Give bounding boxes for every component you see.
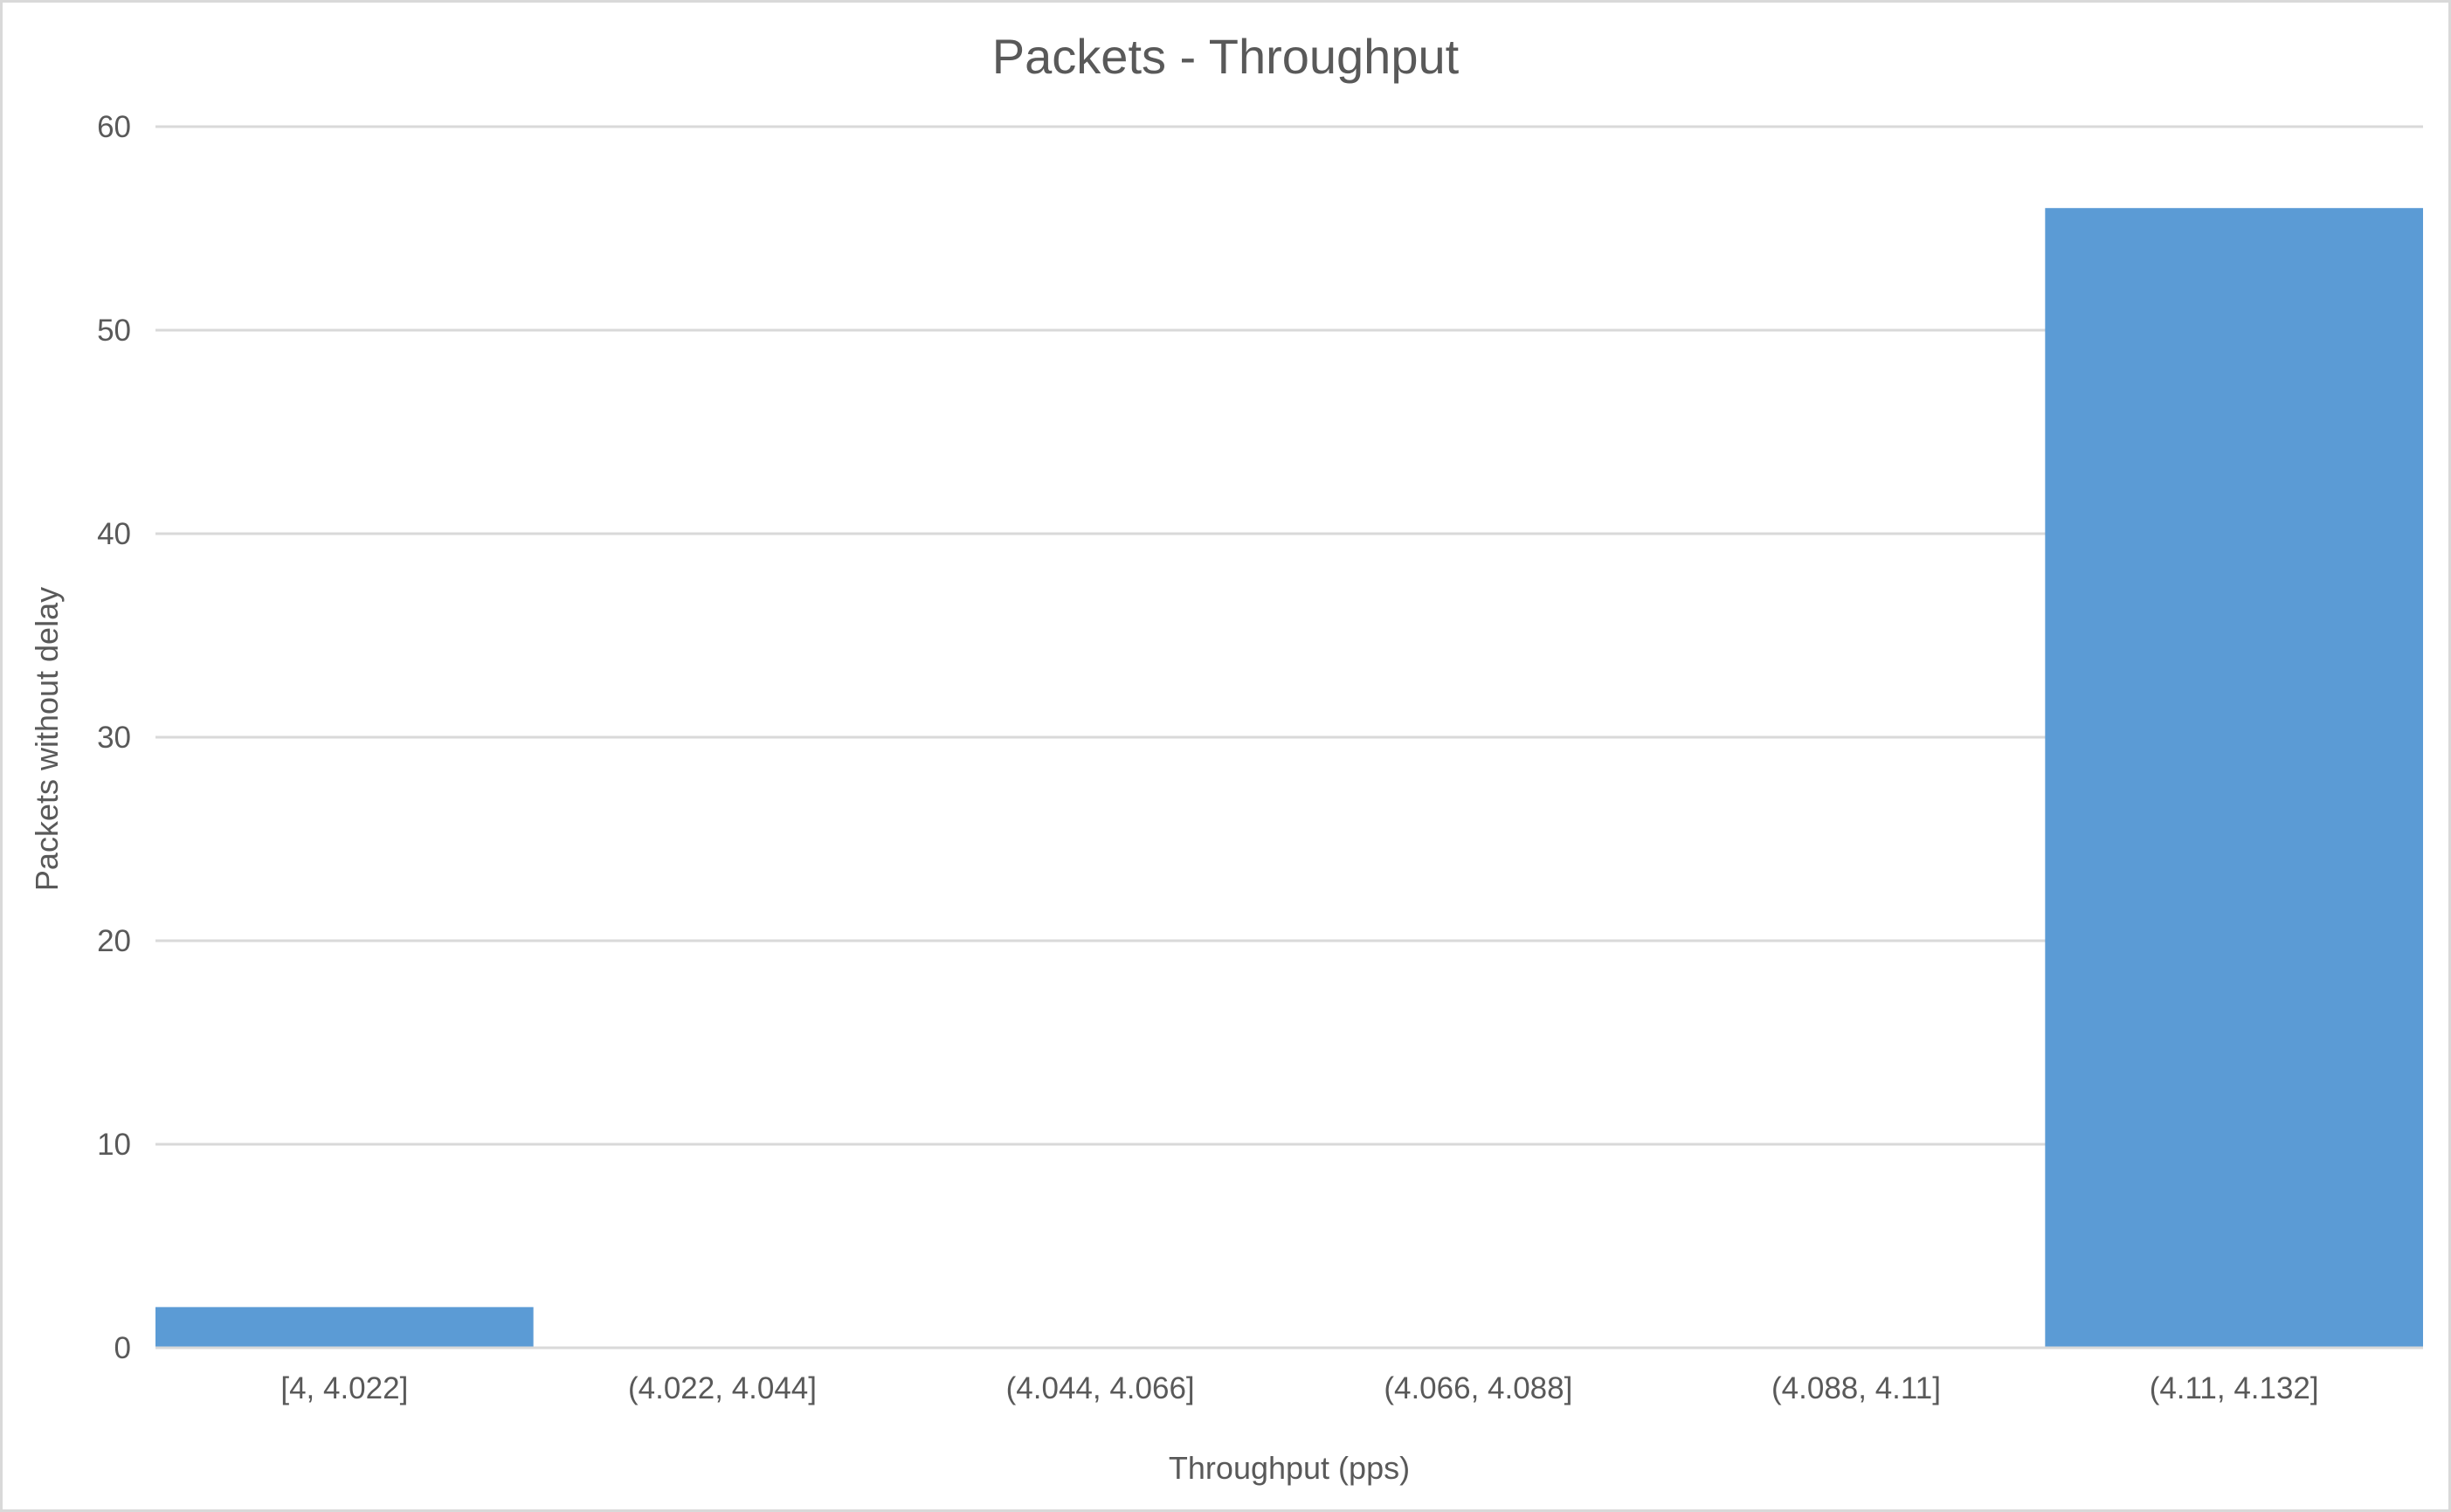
x-tick-label: (4.066, 4.088] [1384,1371,1572,1405]
y-tick-label: 40 [97,517,131,551]
x-axis-ticks: [4, 4.022] (4.022, 4.044] (4.044, 4.066] (4… [280,1371,2318,1405]
x-tick-label: [4, 4.022] [280,1371,408,1405]
bar [155,1307,534,1348]
bar [2045,208,2423,1349]
y-tick-label: 0 [114,1331,131,1365]
x-tick-label: (4.088, 4.11] [1771,1371,1941,1405]
bars [155,208,2423,1349]
x-axis-title: Throughput (pps) [1169,1450,1410,1486]
y-tick-label: 60 [97,110,131,144]
y-tick-label: 50 [97,314,131,348]
y-tick-label: 30 [97,721,131,755]
x-tick-label: (4.11, 4.132] [2150,1371,2319,1405]
x-tick-label: (4.044, 4.066] [1006,1371,1195,1405]
y-axis-title: Packets without delay [29,587,65,891]
y-tick-label: 20 [97,924,131,958]
x-tick-label: (4.022, 4.044] [628,1371,817,1405]
chart-title: Packets - Throughput [992,29,1460,84]
y-axis-ticks: 0 10 20 30 40 50 60 [97,110,131,1365]
y-tick-label: 10 [97,1128,131,1162]
